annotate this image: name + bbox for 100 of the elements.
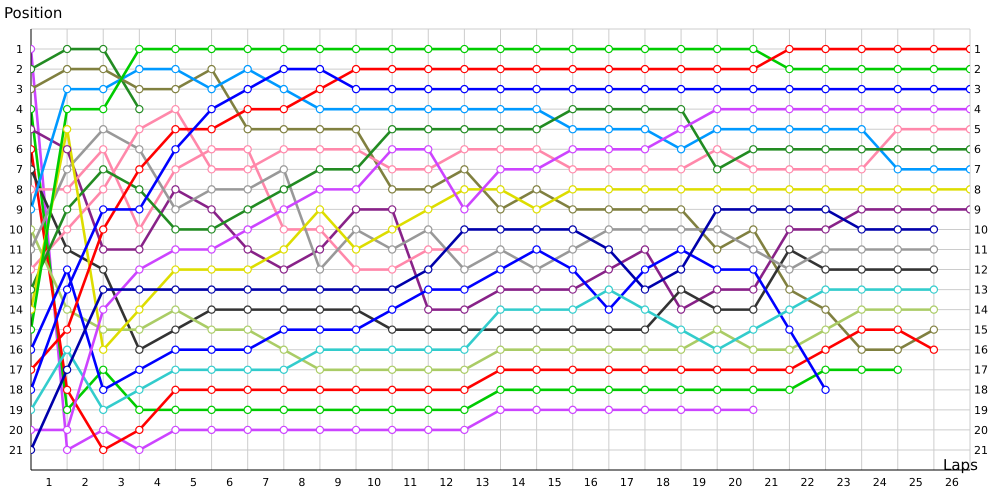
- point: [99, 205, 108, 214]
- y2-tick-label: 21: [974, 444, 988, 457]
- point: [460, 285, 469, 294]
- point: [135, 185, 144, 194]
- point: [676, 366, 686, 374]
- point: [352, 225, 360, 234]
- point: [640, 285, 650, 294]
- point: [821, 205, 830, 214]
- point: [821, 386, 830, 394]
- point: [352, 346, 360, 354]
- point: [99, 145, 108, 154]
- point: [171, 406, 180, 414]
- y-tick-label: 14: [9, 304, 23, 317]
- point: [496, 185, 505, 194]
- point: [930, 145, 938, 154]
- point: [207, 225, 216, 234]
- point: [749, 84, 758, 94]
- point: [604, 64, 614, 74]
- x-tick-label: 12: [439, 476, 454, 489]
- point: [280, 225, 288, 234]
- point: [243, 406, 252, 414]
- point: [207, 245, 216, 254]
- point: [424, 406, 432, 414]
- point: [857, 84, 866, 94]
- point: [424, 346, 432, 354]
- point: [857, 44, 866, 54]
- point: [171, 225, 180, 234]
- point: [207, 205, 216, 214]
- point: [676, 325, 686, 334]
- point: [712, 265, 722, 274]
- point: [207, 366, 216, 374]
- point: [280, 305, 288, 314]
- point: [894, 325, 902, 334]
- point: [207, 426, 216, 434]
- point: [62, 426, 72, 434]
- point: [532, 84, 541, 94]
- point: [352, 145, 360, 154]
- point: [821, 44, 830, 54]
- point: [243, 44, 252, 54]
- point: [532, 104, 541, 114]
- point: [316, 325, 324, 334]
- point: [388, 104, 396, 114]
- point: [316, 44, 324, 54]
- point: [62, 44, 72, 54]
- point: [712, 44, 722, 54]
- point: [62, 185, 72, 194]
- y-tick-label: 17: [9, 364, 23, 377]
- point: [930, 165, 938, 174]
- point: [894, 125, 902, 134]
- point: [243, 225, 252, 234]
- point: [785, 325, 794, 334]
- point: [99, 165, 108, 174]
- x-tick-label: 4: [154, 476, 161, 489]
- point: [424, 44, 432, 54]
- point: [568, 145, 577, 154]
- point: [930, 205, 938, 214]
- point: [604, 145, 614, 154]
- point: [316, 225, 324, 234]
- point: [712, 366, 722, 374]
- point: [496, 145, 505, 154]
- point: [135, 165, 144, 174]
- point: [532, 44, 541, 54]
- point: [243, 185, 252, 194]
- point: [749, 386, 758, 394]
- point: [532, 125, 541, 134]
- y-tick-label: 1: [16, 42, 23, 56]
- point: [676, 64, 686, 74]
- point: [135, 145, 144, 154]
- point: [388, 386, 396, 394]
- point: [568, 406, 577, 414]
- point: [604, 205, 614, 214]
- point: [460, 406, 469, 414]
- point: [676, 265, 686, 274]
- point: [243, 426, 252, 434]
- y2-tick-label: 20: [974, 424, 988, 437]
- point: [135, 366, 144, 374]
- point: [352, 305, 360, 314]
- point: [388, 84, 396, 94]
- point: [532, 285, 541, 294]
- y2-tick-label: 3: [974, 83, 981, 96]
- point: [352, 426, 360, 434]
- point: [171, 366, 180, 374]
- point: [316, 366, 324, 374]
- point: [99, 366, 108, 374]
- point: [171, 265, 180, 274]
- point: [207, 84, 216, 94]
- y2-tick-label: 13: [974, 283, 988, 296]
- point: [749, 44, 758, 54]
- y-tick-label: 18: [9, 384, 23, 397]
- point: [62, 265, 72, 274]
- point: [99, 426, 108, 434]
- point: [171, 325, 180, 334]
- point: [676, 104, 686, 114]
- point: [496, 84, 505, 94]
- point: [821, 104, 830, 114]
- point: [352, 44, 360, 54]
- point: [930, 64, 938, 74]
- point: [568, 265, 577, 274]
- y2-tick-label: 17: [974, 364, 988, 377]
- point: [388, 265, 396, 274]
